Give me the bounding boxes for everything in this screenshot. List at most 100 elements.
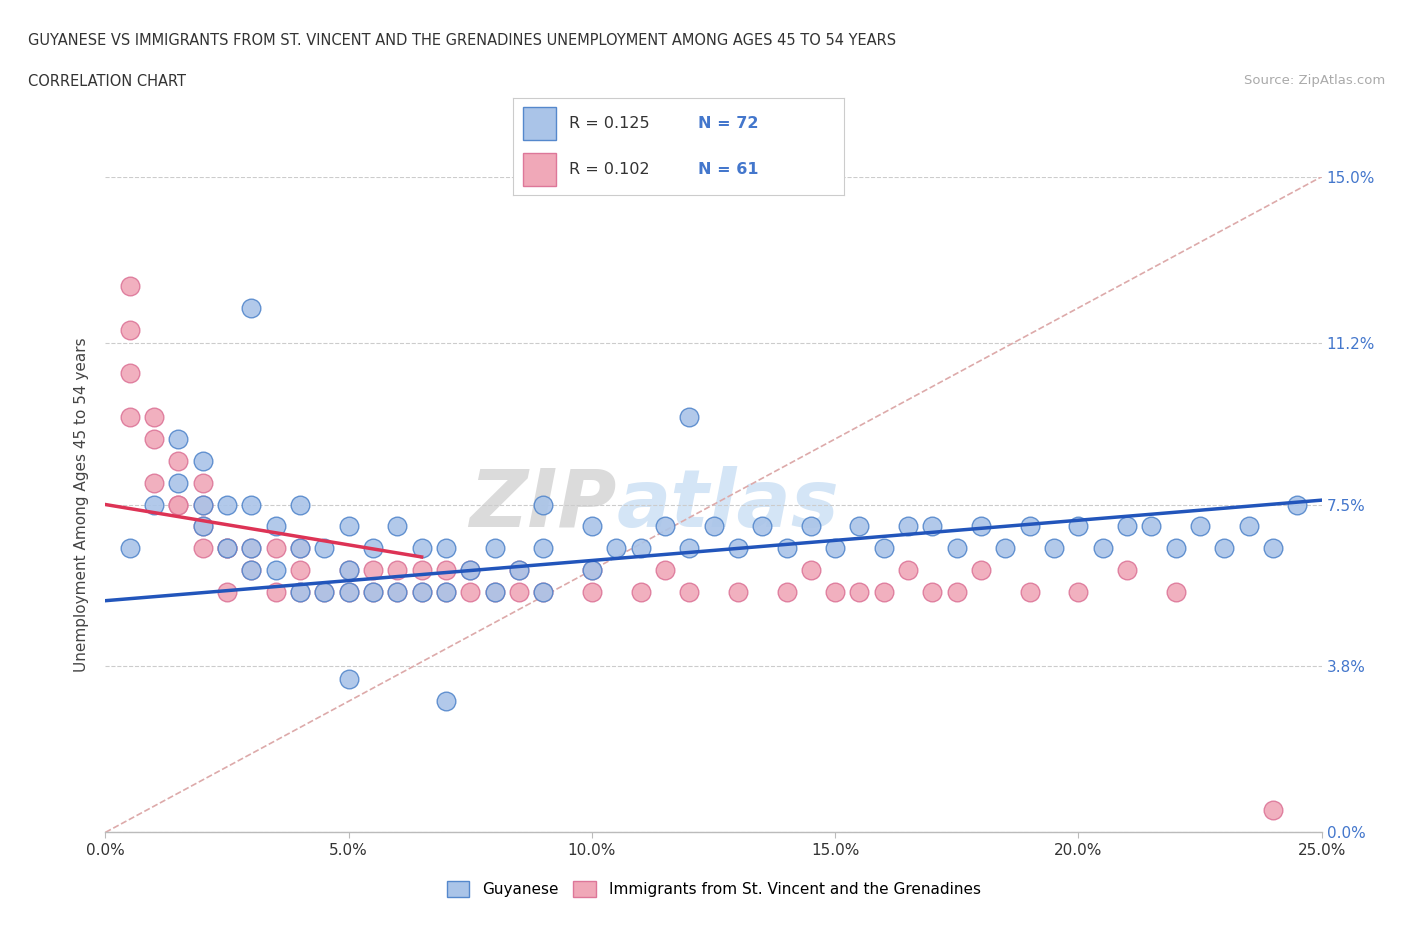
Text: N = 61: N = 61 xyxy=(699,162,759,177)
Point xyxy=(1140,519,1163,534)
Point xyxy=(264,585,287,600)
Point xyxy=(337,585,360,600)
Text: Source: ZipAtlas.com: Source: ZipAtlas.com xyxy=(1244,74,1385,87)
Point xyxy=(1067,519,1090,534)
Bar xyxy=(523,108,557,140)
Point xyxy=(387,519,409,534)
Point xyxy=(314,585,336,600)
Point xyxy=(217,541,239,556)
Point xyxy=(848,585,870,600)
Point xyxy=(191,541,214,556)
Point xyxy=(994,541,1017,556)
Point xyxy=(411,585,433,600)
Y-axis label: Unemployment Among Ages 45 to 54 years: Unemployment Among Ages 45 to 54 years xyxy=(75,338,90,671)
Point xyxy=(1237,519,1260,534)
Point xyxy=(264,563,287,578)
Point xyxy=(1067,585,1090,600)
Point xyxy=(337,585,360,600)
Point xyxy=(1116,519,1139,534)
Point xyxy=(411,585,433,600)
Point xyxy=(217,541,239,556)
Point xyxy=(484,585,506,600)
Point xyxy=(1018,519,1040,534)
Point xyxy=(824,585,846,600)
Point xyxy=(167,498,190,512)
Point xyxy=(387,585,409,600)
Point xyxy=(1164,585,1187,600)
Point xyxy=(508,585,530,600)
Point xyxy=(508,563,530,578)
Point xyxy=(1213,541,1236,556)
Text: atlas: atlas xyxy=(616,466,839,543)
Point xyxy=(508,563,530,578)
Point xyxy=(945,541,967,556)
Point xyxy=(897,563,920,578)
Point xyxy=(434,585,457,600)
Point xyxy=(630,541,652,556)
Point xyxy=(678,585,700,600)
Point xyxy=(531,585,554,600)
Point xyxy=(921,585,943,600)
Point xyxy=(678,541,700,556)
Point xyxy=(458,563,481,578)
Point xyxy=(581,585,603,600)
Point xyxy=(191,454,214,469)
Point xyxy=(314,541,336,556)
Point xyxy=(337,671,360,686)
Point xyxy=(288,498,311,512)
Point xyxy=(387,585,409,600)
Point xyxy=(240,563,263,578)
Point xyxy=(1043,541,1066,556)
Text: R = 0.102: R = 0.102 xyxy=(569,162,650,177)
Point xyxy=(288,541,311,556)
Point xyxy=(118,279,141,294)
Point xyxy=(1091,541,1114,556)
Point xyxy=(678,409,700,424)
Point xyxy=(1189,519,1212,534)
Point xyxy=(167,498,190,512)
Bar xyxy=(523,153,557,186)
Text: R = 0.125: R = 0.125 xyxy=(569,116,650,131)
Point xyxy=(581,563,603,578)
Point xyxy=(240,541,263,556)
Point xyxy=(337,519,360,534)
Point xyxy=(458,585,481,600)
Point xyxy=(143,475,166,490)
Point xyxy=(288,585,311,600)
Point xyxy=(921,519,943,534)
Point xyxy=(581,519,603,534)
Point xyxy=(167,475,190,490)
Point xyxy=(800,519,823,534)
Point xyxy=(217,585,239,600)
Point xyxy=(1018,585,1040,600)
Point xyxy=(217,498,239,512)
Point xyxy=(361,541,384,556)
Point xyxy=(240,300,263,315)
Point xyxy=(1261,541,1284,556)
Point xyxy=(118,365,141,381)
Point xyxy=(434,585,457,600)
Text: ZIP: ZIP xyxy=(468,466,616,543)
Point xyxy=(191,519,214,534)
Point xyxy=(945,585,967,600)
Point xyxy=(434,541,457,556)
Text: GUYANESE VS IMMIGRANTS FROM ST. VINCENT AND THE GRENADINES UNEMPLOYMENT AMONG AG: GUYANESE VS IMMIGRANTS FROM ST. VINCENT … xyxy=(28,33,896,47)
Legend: Guyanese, Immigrants from St. Vincent and the Grenadines: Guyanese, Immigrants from St. Vincent an… xyxy=(440,875,987,903)
Point xyxy=(167,432,190,446)
Point xyxy=(434,694,457,709)
Point xyxy=(970,563,993,578)
Point xyxy=(337,563,360,578)
Point xyxy=(288,585,311,600)
Point xyxy=(531,541,554,556)
Point xyxy=(361,585,384,600)
Point xyxy=(775,585,797,600)
Point xyxy=(654,519,676,534)
Point xyxy=(630,585,652,600)
Point xyxy=(581,563,603,578)
Point xyxy=(411,541,433,556)
Point xyxy=(434,563,457,578)
Point xyxy=(118,541,141,556)
Point xyxy=(143,498,166,512)
Point xyxy=(240,563,263,578)
Point xyxy=(288,563,311,578)
